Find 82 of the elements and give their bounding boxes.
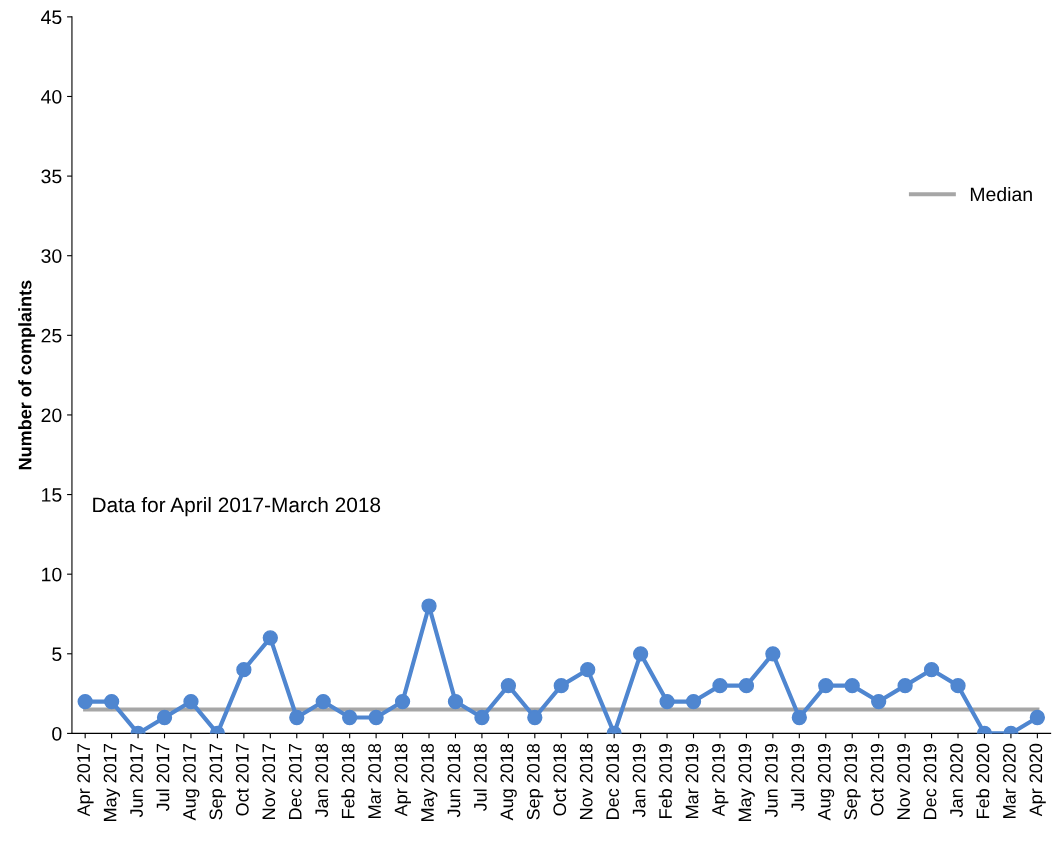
point xyxy=(871,693,887,710)
point xyxy=(527,709,543,726)
x-tick-label: Sep 2018 xyxy=(526,743,544,820)
x-tick-label: Apr 2019 xyxy=(712,743,729,817)
point xyxy=(580,662,596,678)
x-tick-label: Feb 2020 xyxy=(976,743,990,818)
point xyxy=(897,678,913,694)
x-tick-label: Jan 2019 xyxy=(632,743,646,818)
x-tick-label: May 2019 xyxy=(738,743,755,821)
x-tick-label: Jul 2018 xyxy=(473,743,487,812)
x-tick-label: May 2017 xyxy=(103,744,121,821)
y-tick-label: 15 xyxy=(42,488,62,502)
x-tick-label: Feb 2019 xyxy=(658,743,672,818)
y-tick-label: 35 xyxy=(41,169,62,184)
point xyxy=(844,678,860,694)
annotation: Data for April 2017-March 2018 xyxy=(93,496,381,517)
point xyxy=(553,678,569,694)
point xyxy=(791,709,807,726)
point xyxy=(421,598,437,614)
x-tick-label: Aug 2017 xyxy=(183,744,200,821)
x-tick-label: Jul 2019 xyxy=(790,743,805,812)
point xyxy=(394,693,411,710)
y-tick-label: 20 xyxy=(41,408,62,423)
x-tick-label: Oct 2018 xyxy=(553,743,567,816)
point xyxy=(77,693,93,710)
y-axis-title: Number of complaints xyxy=(18,280,36,470)
y-tick-label: 45 xyxy=(41,10,62,25)
point xyxy=(103,693,120,710)
point xyxy=(632,646,649,662)
point xyxy=(474,709,490,726)
point xyxy=(950,678,966,694)
x-tick-label: Oct 2017 xyxy=(235,744,249,816)
point xyxy=(262,630,278,646)
x-tick-label: Jan 2018 xyxy=(315,743,329,818)
y-tick-label: 30 xyxy=(41,249,62,263)
point xyxy=(765,646,781,662)
x-tick-label: Mar 2020 xyxy=(1002,743,1016,818)
point xyxy=(368,709,384,726)
x-tick-label: Apr 2020 xyxy=(1029,743,1046,817)
x-tick-label: Mar 2019 xyxy=(685,743,699,818)
x-tick-label: Dec 2017 xyxy=(288,744,302,819)
x-tick-label: Sep 2019 xyxy=(844,743,861,820)
point xyxy=(236,662,252,678)
y-tick-label: 40 xyxy=(41,89,62,104)
x-tick-label: Nov 2017 xyxy=(262,744,276,819)
y-tick-label: 25 xyxy=(41,328,62,343)
point xyxy=(315,693,331,710)
x-tick-label: Jun 2018 xyxy=(447,743,461,818)
y-tick-label: 10 xyxy=(42,567,62,582)
x-tick-label: Mar 2018 xyxy=(368,743,381,818)
point xyxy=(659,693,675,710)
x-tick-label: Apr 2017 xyxy=(77,744,94,817)
legend-label: Median xyxy=(970,186,1032,202)
x-tick-label: Jun 2017 xyxy=(130,744,143,818)
x-tick-label: Aug 2018 xyxy=(500,743,517,821)
x-tick-label: Nov 2018 xyxy=(579,743,593,819)
x-tick-label: Nov 2019 xyxy=(897,743,910,819)
point xyxy=(289,709,305,726)
point xyxy=(342,709,358,726)
x-tick-label: Apr 2018 xyxy=(394,743,411,817)
x-tick-label: Jan 2020 xyxy=(950,743,963,818)
point xyxy=(818,678,834,694)
x-tick-label: Dec 2019 xyxy=(923,743,937,819)
point xyxy=(183,693,199,710)
x-tick-label: Dec 2018 xyxy=(606,743,620,819)
point xyxy=(712,678,728,694)
point xyxy=(500,678,517,694)
point xyxy=(156,709,173,726)
x-tick-label: Aug 2019 xyxy=(817,743,835,821)
y-tick-label: 5 xyxy=(52,647,62,662)
x-tick-label: Jun 2019 xyxy=(764,743,778,818)
point xyxy=(1029,709,1046,726)
x-tick-label: Jul 2017 xyxy=(156,744,170,812)
point xyxy=(738,678,755,694)
x-tick-label: Feb 2018 xyxy=(341,743,355,818)
point xyxy=(923,662,940,678)
x-tick-label: Oct 2019 xyxy=(870,743,884,816)
x-tick-label: May 2018 xyxy=(421,743,438,821)
y-tick-label: 0 xyxy=(52,726,62,741)
point xyxy=(685,693,702,710)
point xyxy=(447,693,464,710)
x-tick-label: Sep 2017 xyxy=(209,744,226,820)
